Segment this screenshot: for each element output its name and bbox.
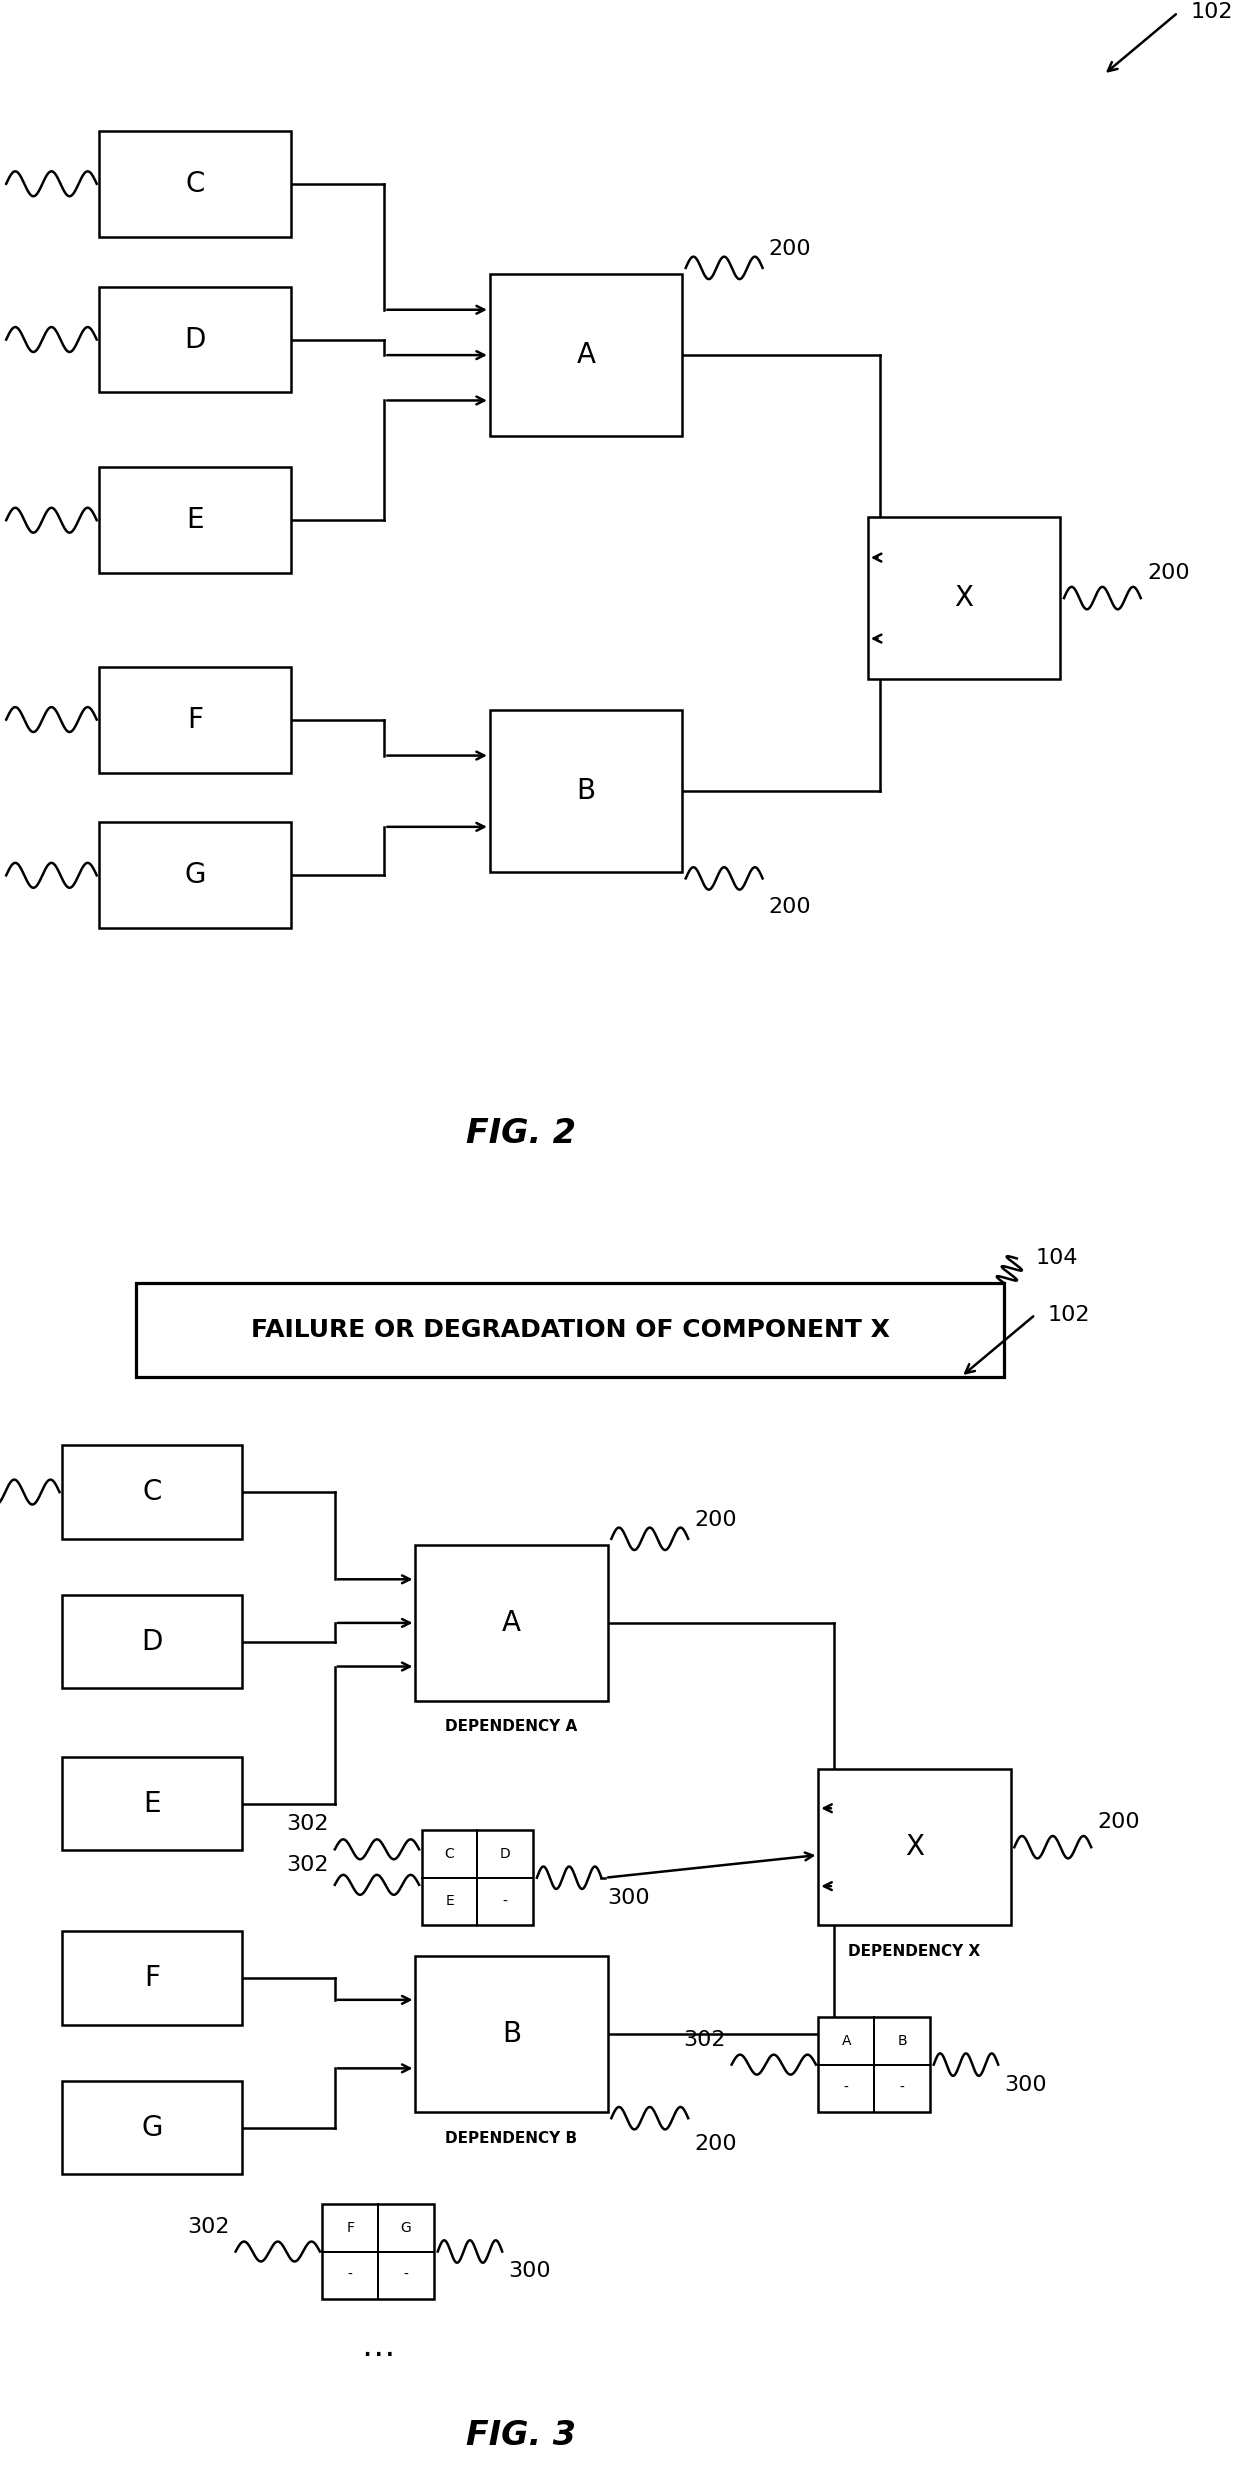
Bar bbox=[62, 2081, 242, 2173]
Text: A: A bbox=[577, 341, 595, 369]
Text: 200: 200 bbox=[1147, 563, 1189, 583]
Text: B: B bbox=[502, 2021, 521, 2048]
Bar bbox=[99, 822, 291, 930]
Text: FAILURE OR DEGRADATION OF COMPONENT X: FAILURE OR DEGRADATION OF COMPONENT X bbox=[250, 1318, 890, 1343]
Text: 200: 200 bbox=[769, 239, 811, 259]
Text: 102: 102 bbox=[1048, 1303, 1090, 1326]
Bar bbox=[322, 2205, 434, 2298]
Text: D: D bbox=[500, 1847, 511, 1862]
Text: 104: 104 bbox=[1035, 1248, 1078, 1268]
Text: B: B bbox=[898, 2033, 906, 2048]
Text: X: X bbox=[905, 1834, 924, 1862]
Text: 300: 300 bbox=[608, 1889, 650, 1909]
Text: G: G bbox=[185, 862, 206, 890]
Text: G: G bbox=[141, 2113, 162, 2141]
Bar bbox=[62, 1931, 242, 2024]
Text: A: A bbox=[842, 2033, 851, 2048]
Text: B: B bbox=[577, 778, 595, 805]
Text: X: X bbox=[955, 583, 973, 613]
Text: 300: 300 bbox=[1004, 2073, 1047, 2096]
Text: 302: 302 bbox=[286, 1854, 329, 1874]
Bar bbox=[868, 518, 1060, 678]
Bar bbox=[99, 287, 291, 391]
Text: -: - bbox=[503, 1894, 507, 1909]
Text: -: - bbox=[404, 2268, 408, 2283]
Text: F: F bbox=[346, 2220, 355, 2235]
Text: F: F bbox=[144, 1964, 160, 1991]
Bar bbox=[415, 1956, 608, 2113]
Bar bbox=[99, 665, 291, 773]
Text: DEPENDENCY B: DEPENDENCY B bbox=[445, 2131, 578, 2146]
Text: FIG. 3: FIG. 3 bbox=[466, 2420, 575, 2452]
Text: 200: 200 bbox=[694, 1510, 737, 1530]
Bar bbox=[490, 274, 682, 436]
Text: ⋯: ⋯ bbox=[362, 2337, 394, 2372]
Bar bbox=[818, 2019, 930, 2113]
Text: -: - bbox=[900, 2081, 904, 2096]
Text: F: F bbox=[187, 705, 203, 733]
Text: E: E bbox=[445, 1894, 454, 1909]
Text: 200: 200 bbox=[694, 2133, 737, 2156]
Text: D: D bbox=[141, 1627, 162, 1655]
Text: -: - bbox=[844, 2081, 848, 2096]
Bar bbox=[62, 1445, 242, 1538]
Bar bbox=[62, 1595, 242, 1690]
Text: E: E bbox=[143, 1789, 161, 1817]
Text: 302: 302 bbox=[286, 1814, 329, 1834]
Text: 102: 102 bbox=[1190, 2, 1233, 22]
Text: 302: 302 bbox=[187, 2215, 229, 2238]
Bar bbox=[136, 1283, 1004, 1376]
Bar bbox=[62, 1757, 242, 1849]
Text: DEPENDENCY X: DEPENDENCY X bbox=[848, 1944, 981, 1959]
Bar bbox=[99, 468, 291, 573]
Bar bbox=[99, 130, 291, 237]
Text: G: G bbox=[401, 2220, 412, 2235]
Text: 300: 300 bbox=[508, 2263, 551, 2283]
Text: E: E bbox=[186, 506, 205, 533]
Text: 200: 200 bbox=[1097, 1812, 1140, 1832]
Text: 200: 200 bbox=[769, 897, 811, 917]
Text: -: - bbox=[348, 2268, 352, 2283]
Bar bbox=[818, 1769, 1011, 1924]
Text: D: D bbox=[185, 326, 206, 354]
Bar bbox=[422, 1829, 533, 1924]
Text: FIG. 2: FIG. 2 bbox=[466, 1116, 575, 1151]
Text: C: C bbox=[143, 1478, 161, 1505]
Bar bbox=[490, 710, 682, 872]
Text: DEPENDENCY A: DEPENDENCY A bbox=[445, 1719, 578, 1734]
Bar bbox=[415, 1545, 608, 1700]
Text: A: A bbox=[502, 1610, 521, 1637]
Text: C: C bbox=[445, 1847, 454, 1862]
Text: C: C bbox=[186, 169, 205, 197]
Text: 302: 302 bbox=[683, 2028, 725, 2048]
